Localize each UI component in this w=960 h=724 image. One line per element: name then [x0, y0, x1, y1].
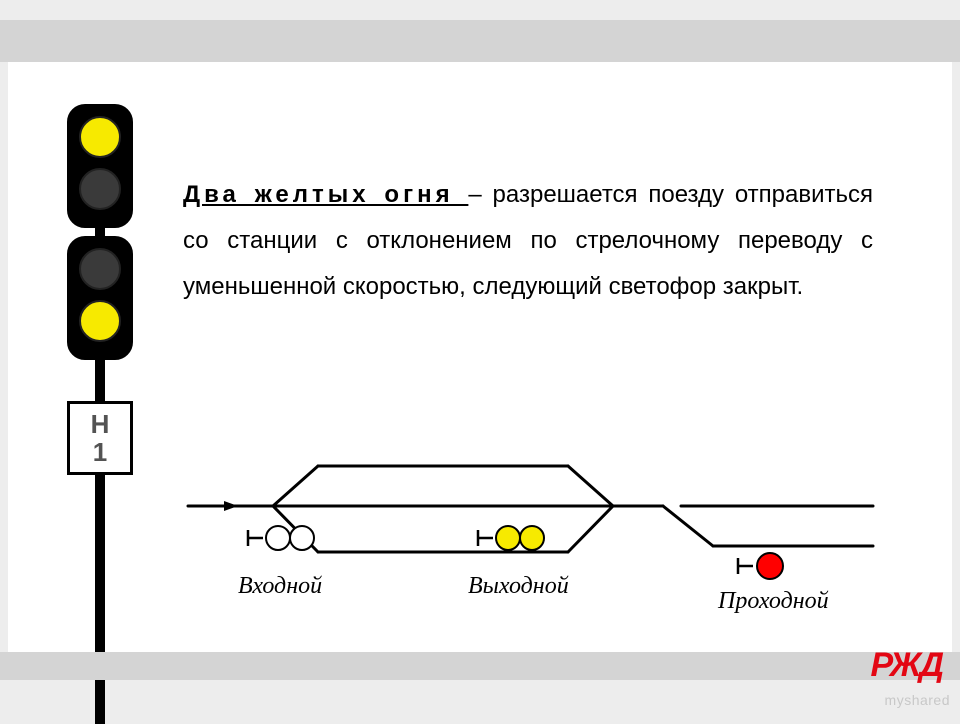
- lamp-4: [79, 300, 121, 342]
- description-lead: Два желтых огня: [183, 181, 468, 208]
- bottom-bar: [0, 652, 960, 680]
- track-svg: Входной Выходной Проходной: [168, 418, 888, 638]
- dwarf-signals: Входной Выходной Проходной: [238, 526, 829, 614]
- signal-head-top: [67, 104, 133, 228]
- plate-line-1: Н: [91, 410, 110, 438]
- slide: Н 1 Два желтых огня – разрешается поезду…: [8, 62, 952, 652]
- plate-line-2: 1: [93, 438, 107, 466]
- svg-text:Выходной: Выходной: [468, 573, 569, 599]
- track-diagram: Входной Выходной Проходной: [168, 418, 888, 638]
- svg-text:Входной: Входной: [238, 573, 322, 599]
- rzd-logo: РЖД: [871, 646, 942, 685]
- lamp-3: [79, 248, 121, 290]
- svg-text:Проходной: Проходной: [717, 588, 829, 614]
- watermark: myshared: [885, 692, 950, 708]
- lamp-2: [79, 168, 121, 210]
- signal-plate: Н 1: [67, 401, 133, 475]
- top-bar: [0, 20, 960, 62]
- lamp-1: [79, 116, 121, 158]
- signal-description: Два желтых огня – разрешается поезду отп…: [183, 172, 873, 310]
- signal-head-bottom: [67, 236, 133, 360]
